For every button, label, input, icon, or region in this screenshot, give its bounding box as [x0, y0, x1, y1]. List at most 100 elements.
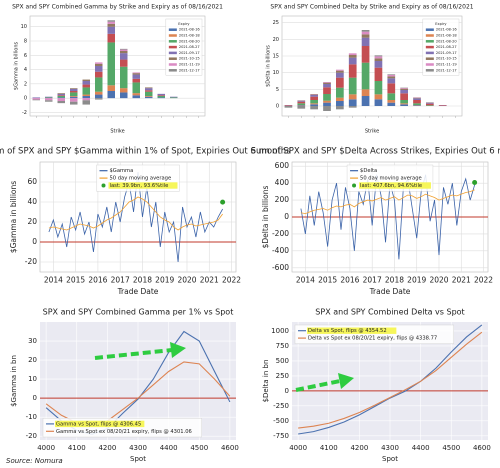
bar-segment: [310, 106, 318, 110]
bar-segment: [107, 23, 115, 27]
bar-segment: [400, 104, 408, 106]
bar-segment: [297, 106, 306, 109]
bar-segment: [57, 96, 65, 98]
x-axis-label: Spot: [382, 455, 398, 463]
y-tick-label: -400: [272, 246, 289, 255]
legend-swatch: [425, 69, 434, 72]
y-tick-label: 200: [275, 195, 290, 204]
legend-label: last: 39.9bn, 93.6%tile: [110, 183, 169, 189]
bar-segment: [374, 61, 383, 68]
bar-segment: [361, 30, 370, 32]
bar-segment: [323, 87, 331, 94]
bar-segment: [57, 93, 65, 96]
bar-segment: [82, 94, 90, 96]
bar-segment: [336, 97, 344, 101]
bar-segment: [297, 103, 306, 105]
legend-swatch: [425, 63, 434, 66]
x-tick-label: 2014: [44, 276, 63, 285]
legend-label: 2021-12-17: [436, 68, 457, 72]
legend-swatch: [168, 51, 177, 55]
x-tick-label: 2016: [88, 276, 107, 285]
chart-panel: SPX and SPY Combined Delta by Strike and…: [266, 4, 474, 135]
bar-segment: [323, 82, 331, 84]
legend: Gamma vs Spot, flips @ 4306.45 Gamma vs S…: [42, 418, 202, 438]
y-tick-label: 0: [276, 104, 279, 110]
legend: Delta vs Spot, flips @ 4354.52 Delta vs S…: [294, 324, 454, 344]
bar-segment: [95, 91, 103, 95]
bar-segment: [310, 94, 318, 95]
bar-segment: [120, 48, 128, 50]
bar-segment: [336, 72, 344, 78]
x-tick-label: 4500: [442, 444, 460, 452]
y-tick-label: 20: [28, 356, 37, 364]
y-tick-label: 2: [24, 81, 27, 87]
bar-segment: [361, 37, 370, 46]
bar-segment: [387, 75, 396, 77]
y-tick-label: 6: [24, 53, 27, 59]
legend-label: Delta vs Spot ex 08/20/21 expiry, flips …: [308, 336, 437, 342]
bar-segment: [348, 55, 357, 58]
x-axis-label: Spot: [130, 455, 146, 463]
bar-segment: [120, 59, 128, 67]
bar-segment: [400, 100, 408, 104]
y-tick-label: -750: [273, 432, 289, 440]
bar-segment: [413, 98, 421, 100]
y-tick-label: 4: [24, 67, 27, 73]
bar-segment: [361, 46, 370, 63]
bar-segment: [400, 90, 408, 94]
legend-label: 2021-09-17: [179, 51, 200, 55]
legend-label: 50 day moving average: [360, 176, 422, 182]
x-tick-label: 4400: [412, 444, 430, 452]
bar-segment: [297, 101, 306, 104]
bar-segment: [132, 74, 140, 79]
bar-segment: [107, 42, 115, 86]
y-tick-label: 500: [276, 357, 289, 365]
source-note: Source: Nomura: [6, 457, 63, 465]
legend-label: 2021-11-19: [179, 63, 201, 67]
bar-segment: [70, 88, 78, 89]
legend-swatch: [101, 183, 106, 188]
y-tick-label: 10: [21, 24, 27, 30]
y-tick-label: 10: [273, 70, 279, 76]
bar-segment: [70, 91, 78, 93]
legend-label: 2021-08-16: [179, 28, 201, 32]
bar-segment: [157, 96, 165, 98]
y-tick-label: 10: [28, 375, 37, 383]
bar-segment: [336, 69, 344, 71]
x-tick-label: 2022: [222, 276, 241, 285]
x-tick-label: 4400: [160, 444, 178, 452]
bar-segment: [82, 81, 90, 85]
x-tick-label: 2019: [155, 276, 174, 285]
bar-segment: [361, 96, 370, 106]
bar-segment: [413, 97, 421, 99]
arrow-delta: [295, 373, 354, 392]
legend-label: 2021-10-15: [179, 57, 200, 61]
arrow-gamma: [94, 342, 186, 360]
arrow-head: [338, 373, 354, 389]
bar-segment: [70, 96, 78, 99]
bar-segment: [120, 88, 128, 93]
legend-swatch: [168, 63, 177, 66]
bar-segment: [120, 49, 128, 51]
bar-segment: [310, 103, 318, 105]
x-tick-label: 2018: [385, 276, 404, 285]
y-axis-label: $Gamma in billions: [14, 41, 20, 90]
x-tick-label: 4500: [190, 444, 208, 452]
legend-label: 2021-08-27: [179, 45, 200, 49]
bar-segment: [32, 99, 40, 101]
bar-segment: [95, 71, 103, 78]
legend-swatch: [425, 34, 434, 37]
bar-segment: [45, 97, 53, 99]
y-axis-label: $Gamma in billions: [9, 181, 18, 253]
legend-swatch: [425, 51, 434, 55]
legend-swatch: [425, 45, 434, 49]
y-axis-label: $Gamma in bn: [10, 355, 18, 407]
bar-segment: [95, 98, 103, 100]
y-tick-label: 0: [24, 96, 27, 102]
bar-segment: [57, 101, 65, 104]
bar-segment: [145, 96, 153, 97]
chart-title: SPX and SPY Combined Delta by Strike and…: [270, 4, 473, 11]
bar-segment: [323, 106, 331, 111]
bar-segment: [107, 91, 115, 99]
legend-label: Delta vs Spot, flips @ 4354.52: [308, 328, 387, 334]
